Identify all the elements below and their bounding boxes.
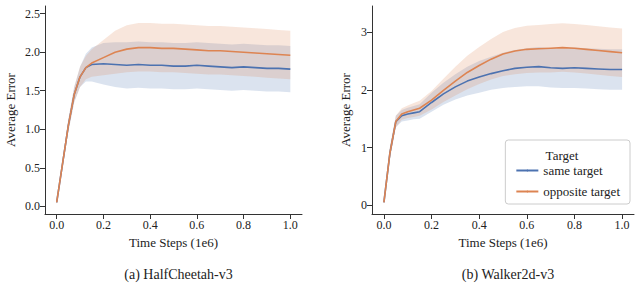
- svg-text:2: 2: [361, 83, 367, 97]
- svg-text:1: 1: [361, 141, 367, 155]
- svg-text:Average Error: Average Error: [3, 72, 18, 146]
- svg-text:0.6: 0.6: [189, 218, 204, 232]
- svg-text:Time Steps (1e6): Time Steps (1e6): [458, 235, 547, 250]
- svg-text:Target: Target: [546, 148, 579, 163]
- svg-text:0.4: 0.4: [143, 218, 158, 232]
- svg-text:0.2: 0.2: [424, 218, 439, 232]
- svg-text:1.0: 1.0: [615, 218, 630, 232]
- svg-text:0.0: 0.0: [376, 218, 391, 232]
- svg-text:0.8: 0.8: [567, 218, 582, 232]
- svg-text:opposite target: opposite target: [543, 184, 620, 199]
- svg-text:3: 3: [361, 25, 367, 39]
- svg-text:same target: same target: [543, 163, 603, 178]
- svg-text:0.4: 0.4: [472, 218, 487, 232]
- svg-text:1.5: 1.5: [25, 84, 40, 98]
- svg-text:2.0: 2.0: [25, 45, 40, 59]
- svg-text:0.0: 0.0: [49, 218, 64, 232]
- svg-text:0.2: 0.2: [96, 218, 111, 232]
- svg-text:(a) HalfCheetah-v3: (a) HalfCheetah-v3: [124, 267, 232, 283]
- svg-text:0.0: 0.0: [25, 199, 40, 213]
- svg-text:0.6: 0.6: [519, 218, 534, 232]
- svg-text:0.5: 0.5: [25, 161, 40, 175]
- svg-text:2.5: 2.5: [25, 7, 40, 21]
- svg-text:Average Error: Average Error: [338, 72, 353, 146]
- svg-text:1.0: 1.0: [25, 122, 40, 136]
- svg-text:1.0: 1.0: [283, 218, 298, 232]
- svg-text:0: 0: [361, 198, 367, 212]
- svg-text:0.8: 0.8: [236, 218, 251, 232]
- svg-text:(b) Walker2d-v3: (b) Walker2d-v3: [462, 267, 554, 283]
- svg-text:Time Steps (1e6): Time Steps (1e6): [129, 235, 218, 250]
